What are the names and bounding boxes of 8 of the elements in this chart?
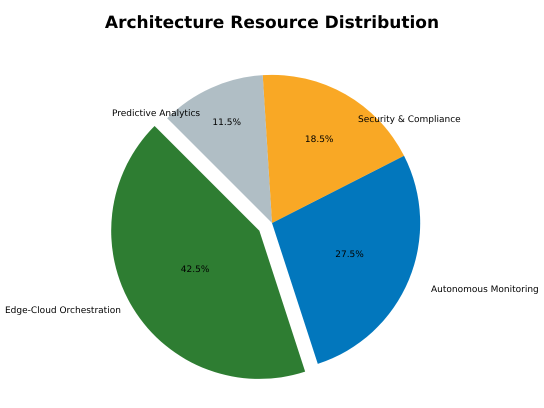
data-label: 11.5% xyxy=(212,118,242,128)
slice-label: Autonomous Monitoring xyxy=(431,285,539,295)
chart-title: Architecture Resource Distribution xyxy=(104,13,440,34)
data-label: 18.5% xyxy=(304,134,334,145)
slice-label: Predictive Analytics xyxy=(112,109,200,119)
data-label: 42.5% xyxy=(180,264,210,275)
slice-label: Edge-Cloud Orchestration xyxy=(5,306,121,316)
data-label: 27.5% xyxy=(335,250,364,260)
